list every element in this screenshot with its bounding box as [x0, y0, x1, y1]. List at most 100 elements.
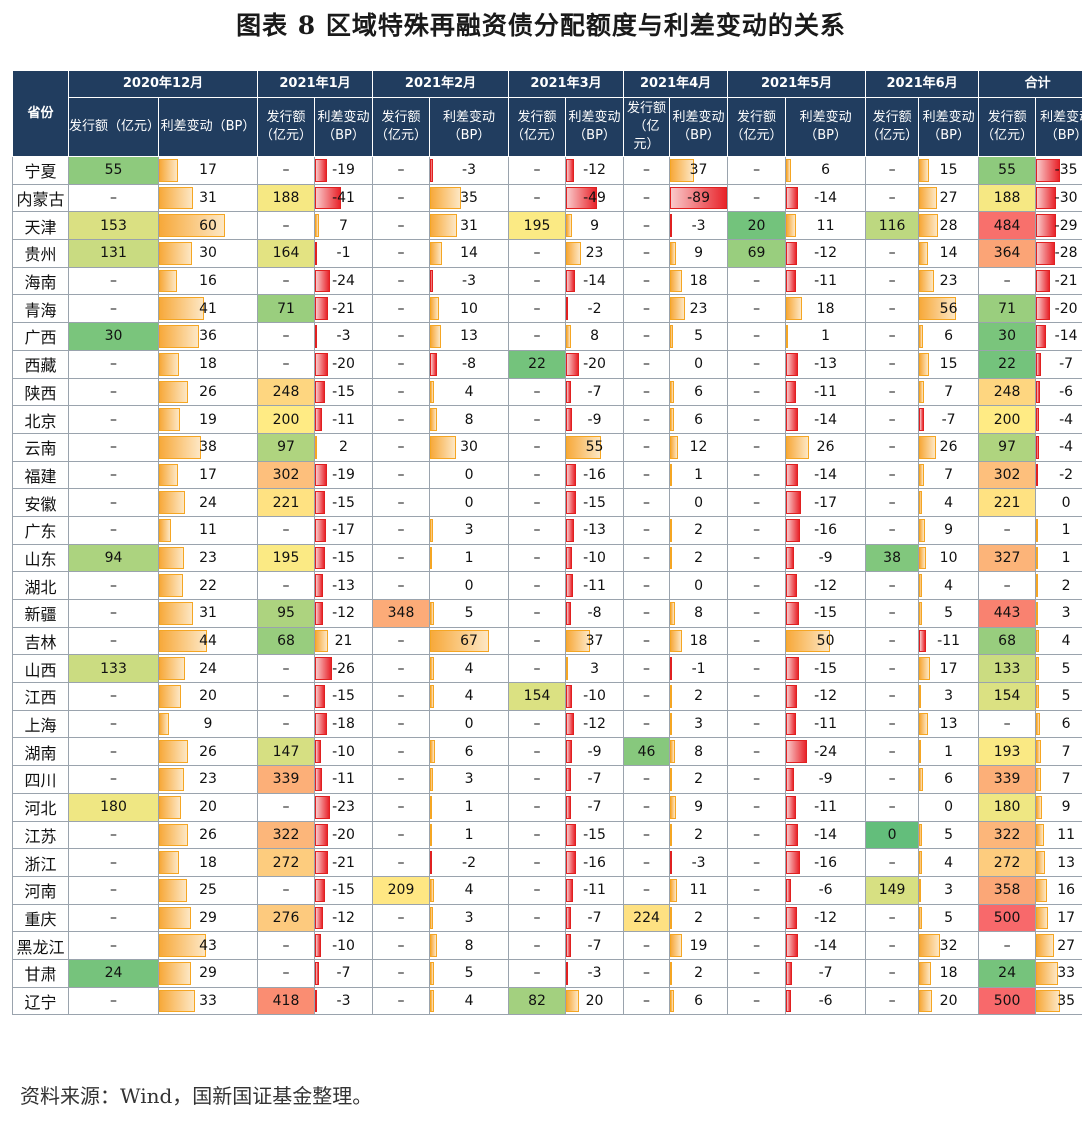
spread-cell: -10	[565, 543, 625, 573]
spread-value: -7	[587, 937, 602, 954]
spread-cell: 26	[918, 432, 980, 462]
spread-value: -20	[1054, 300, 1078, 317]
amount-cell: –	[727, 294, 787, 324]
spread-bar	[1036, 906, 1048, 930]
spread-cell: 35	[429, 183, 510, 213]
amount-cell: 195	[508, 211, 567, 241]
amount-cell: –	[623, 322, 671, 351]
spread-bar	[670, 186, 728, 210]
spread-cell: 2	[313, 432, 374, 462]
spread-cell: -15	[313, 488, 374, 517]
spread-value: -10	[583, 688, 606, 705]
amount-cell: –	[372, 626, 431, 656]
spread-bar	[159, 408, 180, 431]
spread-value: -11	[937, 633, 961, 650]
spread-bar	[786, 989, 792, 1013]
amount-cell: 69	[727, 239, 787, 268]
province-cell: 辽宁	[12, 986, 69, 1016]
spread-value: 29	[199, 965, 217, 982]
spread-cell: -12	[313, 903, 374, 933]
spread-cell: -15	[313, 543, 374, 573]
spread-value: 17	[199, 162, 217, 179]
amount-cell: –	[623, 986, 671, 1016]
spread-bar	[919, 961, 931, 985]
spread-bar	[315, 463, 328, 487]
spread-value: 3	[464, 771, 474, 788]
spread-cell: 8	[565, 322, 625, 351]
spread-bar	[430, 851, 433, 874]
amount-cell: 164	[257, 239, 315, 268]
spread-value: 15	[939, 162, 958, 179]
spread-cell: -21	[313, 848, 374, 877]
spread-value: 3	[944, 688, 954, 705]
table-row: 天津 153 60 – 7 – 31 195 9 – -3 20 11 116 28 484 -29	[12, 211, 1082, 241]
spread-value: 8	[464, 411, 474, 428]
amount-cell: –	[727, 765, 787, 794]
spread-cell: 32	[918, 931, 980, 960]
spread-cell: 30	[158, 239, 258, 268]
spread-bar	[670, 657, 673, 681]
spread-value: -15	[583, 494, 606, 511]
spread-value: 38	[199, 439, 217, 456]
province-cell: 海南	[12, 266, 69, 296]
spread-value: 36	[199, 328, 217, 345]
spread-value: 4	[944, 577, 954, 594]
amount-cell: –	[508, 405, 567, 434]
table-row: 重庆 –29 276 -12–3– -7 224 2– -12–5 500 17	[12, 903, 1082, 933]
spread-cell: 6	[429, 737, 510, 767]
spread-bar	[1036, 352, 1041, 376]
spread-cell: 8	[429, 931, 510, 960]
spread-cell: 11	[1035, 820, 1082, 850]
amount-cell: –	[727, 515, 787, 545]
spread-value: -14	[814, 190, 837, 207]
spread-value: 9	[694, 245, 704, 262]
province-cell: 河北	[12, 792, 69, 822]
spread-value: -12	[583, 162, 606, 179]
spread-cell: 3	[1035, 599, 1082, 628]
spread-value: 13	[460, 328, 478, 345]
spread-value: 0	[464, 716, 474, 733]
spread-cell: 17	[158, 460, 258, 490]
spread-value: 18	[689, 633, 708, 650]
spread-bar	[919, 214, 938, 238]
spread-cell: -12	[565, 156, 625, 185]
amount-cell: 30	[68, 322, 159, 351]
amount-cell: –	[372, 156, 431, 185]
spread-bar	[315, 629, 329, 653]
spread-bar	[1036, 518, 1039, 542]
amount-cell: –	[623, 571, 671, 600]
spread-value: -49	[583, 190, 606, 207]
spread-cell: -3	[313, 322, 374, 351]
spread-bar	[315, 214, 320, 238]
spread-bar	[1036, 380, 1041, 404]
spread-value: 8	[694, 605, 704, 622]
province-cell: 湖南	[12, 737, 69, 767]
spread-value: -7	[1059, 356, 1074, 373]
amount-cell: –	[623, 183, 671, 213]
amount-cell: –	[727, 266, 787, 296]
spread-bar	[1036, 159, 1060, 182]
spread-value: 6	[694, 992, 704, 1009]
spread-value: -14	[583, 273, 606, 290]
header-spread: 利差变动（BP）	[429, 97, 510, 157]
spread-cell: -19	[313, 460, 374, 490]
spread-value: 1	[1061, 549, 1071, 566]
province-cell: 贵州	[12, 239, 69, 268]
spread-cell: 3	[429, 515, 510, 545]
spread-value: 18	[199, 356, 217, 373]
amount-cell: –	[372, 239, 431, 268]
spread-cell: 5	[429, 958, 510, 988]
spread-bar	[919, 906, 923, 930]
amount-cell: –	[372, 322, 431, 351]
spread-value: 0	[944, 799, 954, 816]
amount-cell: –	[68, 599, 159, 628]
spread-cell: -14	[1035, 322, 1082, 351]
spread-value: -15	[332, 494, 355, 511]
spread-bar	[786, 795, 796, 819]
spread-bar	[786, 159, 792, 182]
spread-cell: -14	[785, 183, 867, 213]
amount-cell: –	[372, 488, 431, 517]
amount-cell: 248	[257, 377, 315, 407]
amount-cell: 55	[978, 156, 1037, 185]
table-row: 辽宁 –33 418 -3–4 82 20–6– -6–20 500 35	[12, 986, 1082, 1016]
